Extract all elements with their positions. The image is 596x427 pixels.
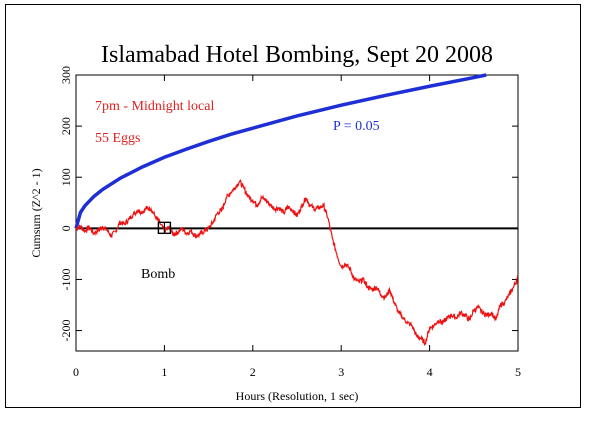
x-tick-label: 1 [161, 365, 167, 379]
axis-ticks: 0 1 2 3 4 5 -200 -100 0 100 200 300 [59, 66, 521, 379]
y-tick-label: 200 [59, 117, 73, 135]
chart-title: Islamabad Hotel Bombing, Sept 20 2008 [101, 42, 493, 68]
y-tick-label: 0 [59, 225, 73, 231]
x-tick-label: 3 [338, 365, 344, 379]
x-tick-label: 4 [427, 365, 433, 379]
x-tick-label: 2 [250, 365, 256, 379]
x-axis-label: Hours (Resolution, 1 sec) [236, 389, 359, 403]
probability-curve [74, 73, 487, 229]
annotation-time-window: 7pm - Midnight local [95, 99, 214, 114]
y-tick-label: -200 [59, 320, 73, 342]
cumsum-series [75, 179, 519, 347]
y-tick-label: 100 [59, 168, 73, 186]
x-tick-label: 5 [515, 365, 521, 379]
chart-frame [5, 4, 581, 408]
y-axis-label: Cumsum (Z^2 - 1) [29, 168, 43, 257]
plot-area [75, 74, 519, 352]
y-tick-label: 300 [59, 66, 73, 84]
annotation-probability: P = 0.05 [333, 119, 380, 134]
annotation-bomb: Bomb [141, 267, 175, 282]
y-tick-label: -100 [59, 268, 73, 290]
annotation-eggs: 55 Eggs [95, 131, 141, 146]
x-tick-label: 0 [73, 365, 79, 379]
